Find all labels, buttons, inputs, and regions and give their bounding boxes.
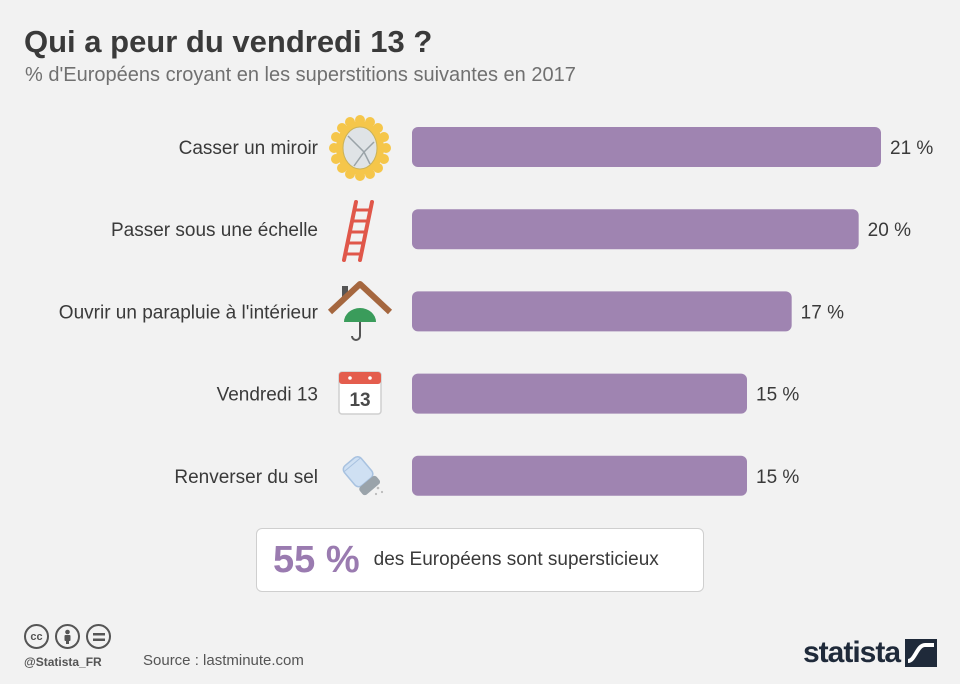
license-icons: cc — [24, 624, 111, 649]
category-label: Renverser du sel — [174, 467, 318, 488]
chart-subtitle: % d'Européens croyant en les superstitio… — [25, 64, 576, 86]
mirror-icon — [329, 115, 391, 181]
salt-shaker-icon — [342, 455, 384, 496]
twitter-handle[interactable]: @Statista_FR — [24, 655, 102, 669]
statista-logo[interactable]: statista — [803, 636, 938, 670]
category-label: Vendredi 13 — [217, 385, 318, 406]
category-label: Passer sous une échelle — [111, 220, 318, 241]
bar — [412, 373, 747, 414]
bar — [412, 455, 747, 496]
value-label: 21 % — [890, 138, 933, 159]
ladder-icon — [342, 200, 374, 262]
source-note: Source : lastminute.com — [143, 652, 304, 669]
umbrella-house-icon — [327, 281, 393, 341]
nd-icon[interactable] — [86, 624, 111, 649]
summary-callout: 55 % des Européens sont supersticieux — [256, 528, 704, 592]
statista-mark-icon — [905, 639, 938, 667]
chart-title: Qui a peur du vendredi 13 ? — [24, 24, 433, 59]
by-icon[interactable] — [55, 624, 80, 649]
bar — [412, 209, 859, 250]
category-label: Casser un miroir — [179, 138, 319, 159]
bar — [412, 127, 881, 167]
callout-text: des Européens sont supersticieux — [373, 549, 659, 570]
callout-value: 55 % — [273, 538, 360, 581]
value-label: 15 % — [756, 385, 799, 406]
bar — [412, 291, 792, 332]
brand-name: statista — [803, 636, 901, 669]
value-label: 20 % — [868, 220, 911, 241]
calendar-number: 13 — [349, 390, 370, 411]
value-label: 15 % — [756, 467, 799, 488]
cc-icon[interactable]: cc — [24, 624, 49, 649]
category-label: Ouvrir un parapluie à l'intérieur — [59, 302, 319, 323]
value-label: 17 % — [801, 302, 844, 323]
bar-chart: 13 Casser un miroir 21 % Passer sous une é… — [59, 115, 933, 496]
calendar-13-icon: 13 — [338, 371, 382, 415]
